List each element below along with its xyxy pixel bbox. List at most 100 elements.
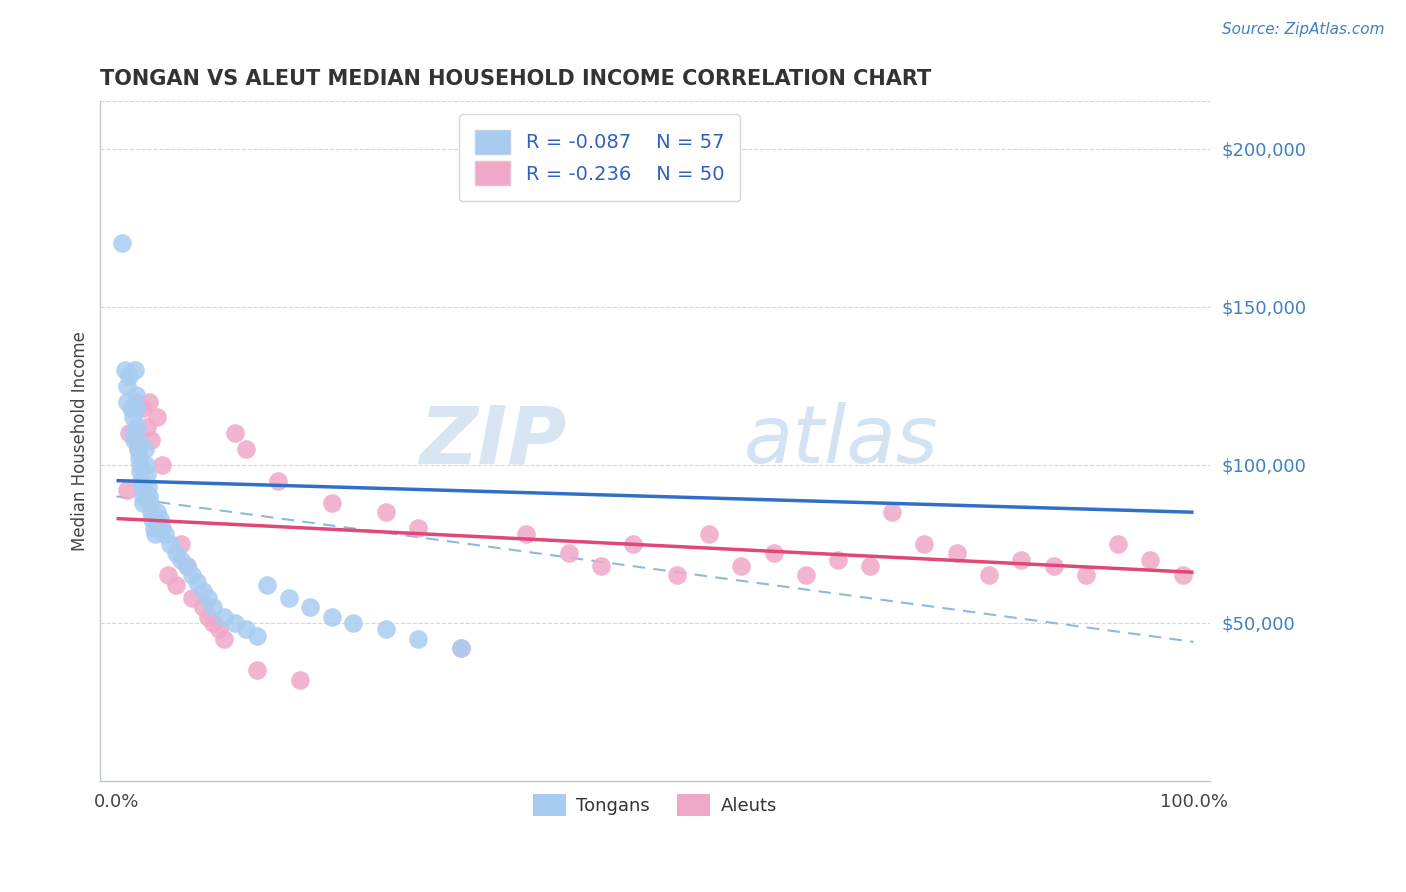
Point <box>117 483 139 497</box>
Point <box>139 433 162 447</box>
Point <box>150 521 173 535</box>
Point <box>180 591 202 605</box>
Point <box>117 378 139 392</box>
Point <box>342 615 364 630</box>
Point <box>1010 552 1032 566</box>
Point <box>114 363 136 377</box>
Point <box>224 426 246 441</box>
Point <box>165 578 187 592</box>
Point <box>146 410 169 425</box>
Point <box>157 568 180 582</box>
Point <box>153 527 176 541</box>
Point <box>132 496 155 510</box>
Point <box>245 628 267 642</box>
Point <box>124 363 146 377</box>
Point <box>697 527 720 541</box>
Point <box>121 410 143 425</box>
Point <box>912 537 935 551</box>
Point <box>374 622 396 636</box>
Point <box>406 521 429 535</box>
Point <box>141 511 163 525</box>
Point <box>945 546 967 560</box>
Point <box>880 505 903 519</box>
Point <box>515 527 537 541</box>
Point <box>125 394 148 409</box>
Text: Source: ZipAtlas.com: Source: ZipAtlas.com <box>1222 22 1385 37</box>
Point <box>212 632 235 646</box>
Point <box>665 568 688 582</box>
Point <box>129 464 152 478</box>
Point <box>150 458 173 472</box>
Point <box>170 552 193 566</box>
Point <box>288 673 311 687</box>
Point <box>1107 537 1129 551</box>
Point <box>132 490 155 504</box>
Point <box>170 537 193 551</box>
Point <box>143 521 166 535</box>
Point <box>135 458 157 472</box>
Text: ZIP: ZIP <box>419 402 567 480</box>
Point <box>132 401 155 415</box>
Point <box>191 600 214 615</box>
Point <box>121 426 143 441</box>
Point <box>135 420 157 434</box>
Y-axis label: Median Household Income: Median Household Income <box>72 331 89 551</box>
Point <box>149 511 172 525</box>
Point <box>129 458 152 472</box>
Point <box>131 480 153 494</box>
Point <box>176 559 198 574</box>
Point <box>127 442 149 456</box>
Point <box>197 609 219 624</box>
Point <box>111 236 134 251</box>
Point <box>139 496 162 510</box>
Point <box>827 552 849 566</box>
Point <box>235 442 257 456</box>
Point <box>558 546 581 560</box>
Point <box>138 490 160 504</box>
Point <box>125 401 148 415</box>
Point <box>118 426 141 441</box>
Point <box>859 559 882 574</box>
Point <box>129 474 152 488</box>
Point <box>202 615 225 630</box>
Point <box>191 584 214 599</box>
Point <box>122 433 145 447</box>
Point <box>135 467 157 482</box>
Point <box>139 505 162 519</box>
Point <box>146 505 169 519</box>
Point <box>321 496 343 510</box>
Point <box>299 600 322 615</box>
Point <box>321 609 343 624</box>
Point <box>977 568 1000 582</box>
Point <box>450 641 472 656</box>
Point <box>591 559 613 574</box>
Point <box>125 388 148 402</box>
Point <box>1074 568 1097 582</box>
Point <box>1139 552 1161 566</box>
Point <box>180 568 202 582</box>
Point <box>212 609 235 624</box>
Point <box>762 546 785 560</box>
Point <box>127 442 149 456</box>
Point <box>794 568 817 582</box>
Point <box>202 600 225 615</box>
Point <box>125 420 148 434</box>
Point <box>277 591 299 605</box>
Point <box>224 615 246 630</box>
Point <box>406 632 429 646</box>
Point <box>159 537 181 551</box>
Point <box>245 663 267 677</box>
Point <box>120 401 142 415</box>
Point <box>374 505 396 519</box>
Point <box>256 578 278 592</box>
Point <box>730 559 752 574</box>
Point <box>117 394 139 409</box>
Legend: Tongans, Aleuts: Tongans, Aleuts <box>526 787 785 823</box>
Point <box>623 537 645 551</box>
Point <box>165 546 187 560</box>
Point <box>134 442 156 456</box>
Point <box>136 480 159 494</box>
Point <box>128 451 150 466</box>
Point <box>235 622 257 636</box>
Point <box>197 591 219 605</box>
